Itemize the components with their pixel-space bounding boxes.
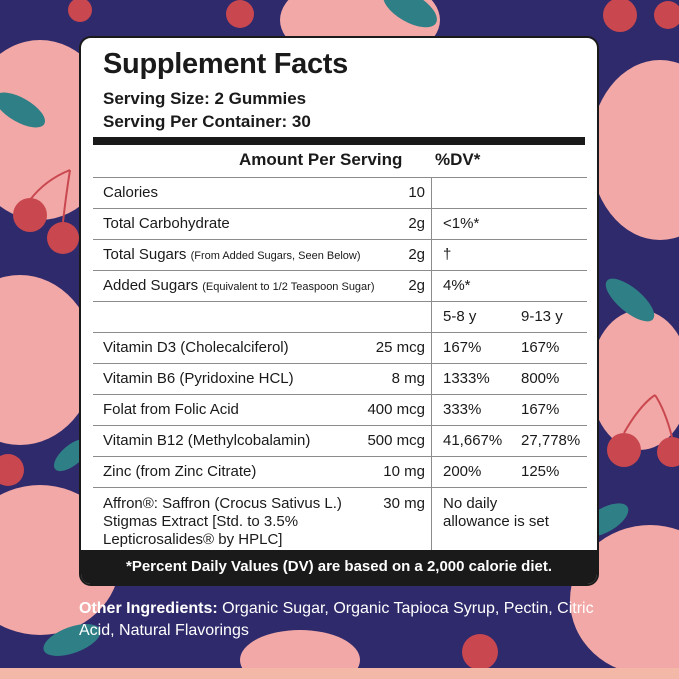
affron-line-2: Stigmas Extract [Std. to 3.5% [103, 513, 299, 530]
bottom-strip [0, 668, 679, 679]
other-ingredients-label: Other Ingredients: [79, 600, 218, 617]
nutrient-row: Added Sugars (Equivalent to 1/2 Teaspoon… [93, 270, 587, 301]
nutrient-dv-5-8: 333% [443, 401, 482, 418]
nutrient-dv-9-13: 125% [521, 463, 560, 480]
affron-name: Affron®: Saffron (Crocus Sativus L.) Sti… [103, 495, 342, 549]
nutrient-dv: 4%* [443, 277, 471, 294]
nutrient-dv-9-13: 27,778% [521, 432, 581, 449]
servings-per-container: Serving Per Container: 30 [103, 112, 311, 131]
nutrient-row: Vitamin B12 (Methylcobalamin) 500 mcg 41… [93, 425, 587, 456]
nutrient-row: Total Carbohydrate 2g <1%* [93, 208, 587, 239]
other-ingredients: Other Ingredients: Organic Sugar, Organi… [79, 598, 619, 642]
age-group-5-8: 5-8 y [443, 308, 477, 325]
serving-size: Serving Size: 2 Gummies [103, 89, 307, 108]
nutrient-row: Folat from Folic Acid 400 mcg 333% 167% [93, 394, 587, 425]
nutrient-dv-9-13: 167% [521, 401, 560, 418]
nutrient-amount: 500 mcg [367, 432, 425, 449]
nutrient-name: Vitamin B6 (Pyridoxine HCL) [103, 370, 294, 387]
nutrient-amount: 10 mg [383, 463, 425, 480]
nutrient-name: Total Carbohydrate [103, 215, 230, 232]
nutrient-dv-5-8: 167% [443, 339, 482, 356]
nutrient-row: Vitamin D3 (Cholecalciferol) 25 mcg 167%… [93, 332, 587, 363]
nutrient-amount: 2g [408, 246, 425, 263]
nutrient-amount: 400 mcg [367, 401, 425, 418]
other-ingredients-text: Organic Sugar, Organic Tapioca Syrup, Pe… [79, 600, 594, 639]
nutrient-amount: 25 mcg [375, 339, 425, 356]
affron-dv-line-1: No daily [443, 495, 498, 512]
age-group-9-13: 9-13 y [521, 308, 563, 325]
nutrient-dv-5-8: 41,667% [443, 432, 503, 449]
affron-dv: No daily allowance is set [443, 495, 549, 531]
affron-line-1: Affron®: Saffron (Crocus Sativus L.) [103, 495, 342, 512]
affron-line-3: Lepticrosalides® by HPLC] [103, 531, 283, 548]
nutrient-dv-5-8: 200% [443, 463, 482, 480]
nutrient-dv: <1%* [443, 215, 480, 232]
affron-dv-line-2: allowance is set [443, 513, 549, 530]
nutrient-dv-9-13: 167% [521, 339, 560, 356]
nutrient-name: Vitamin D3 (Cholecalciferol) [103, 339, 289, 356]
nutrient-name: Calories [103, 184, 159, 201]
nutrient-note: (From Added Sugars, Seen Below) [190, 250, 361, 262]
thick-divider [93, 137, 585, 145]
nutrient-name-text: Total Sugars [103, 246, 187, 263]
nutrient-note: (Equivalent to 1/2 Teaspoon Sugar) [202, 281, 375, 293]
nutrient-row: Calories 10 [93, 177, 587, 208]
supplement-facts-panel: Supplement Facts Serving Size: 2 Gummies… [79, 36, 599, 586]
dv-header: %DV* [435, 150, 481, 169]
nutrient-row: Vitamin B6 (Pyridoxine HCL) 8 mg 1333% 8… [93, 363, 587, 394]
nutrient-dv-5-8: 1333% [443, 370, 490, 387]
column-divider [431, 178, 432, 552]
nutrient-name: Total Sugars (From Added Sugars, Seen Be… [103, 246, 361, 263]
nutrient-amount: 2g [408, 215, 425, 232]
panel-title: Supplement Facts [103, 48, 348, 80]
nutrient-dv: † [443, 246, 452, 263]
nutrient-amount: 8 mg [391, 370, 425, 387]
nutrient-amount: 10 [408, 184, 425, 201]
nutrient-dv-9-13: 800% [521, 370, 560, 387]
nutrient-name: Vitamin B12 (Methylcobalamin) [103, 432, 311, 449]
amount-per-serving-header: Amount Per Serving [239, 150, 403, 169]
age-group-header-row: 5-8 y 9-13 y [93, 301, 587, 332]
affron-row: Affron®: Saffron (Crocus Sativus L.) Sti… [93, 487, 587, 553]
affron-amount: 30 mg [383, 495, 425, 512]
nutrient-row: Total Sugars (From Added Sugars, Seen Be… [93, 239, 587, 270]
nutrient-amount: 2g [408, 277, 425, 294]
nutrient-name: Folat from Folic Acid [103, 401, 239, 418]
nutrient-name: Added Sugars (Equivalent to 1/2 Teaspoon… [103, 277, 375, 294]
nutrient-row: Zinc (from Zinc Citrate) 10 mg 200% 125% [93, 456, 587, 487]
nutrient-name-text: Added Sugars [103, 277, 199, 294]
nutrient-name: Zinc (from Zinc Citrate) [103, 463, 257, 480]
daily-value-footnote: *Percent Daily Values (DV) are based on … [81, 550, 597, 584]
